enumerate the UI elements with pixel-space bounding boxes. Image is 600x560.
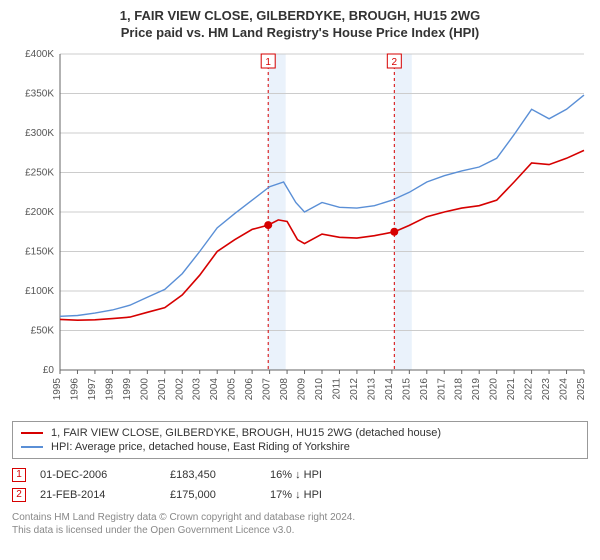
y-tick-label: £350K (25, 88, 54, 99)
legend-label: HPI: Average price, detached house, East… (51, 441, 350, 453)
x-tick-label: 2014 (384, 377, 395, 400)
x-tick-label: 2015 (401, 377, 412, 400)
footnote-line1: Contains HM Land Registry data © Crown c… (12, 512, 355, 523)
sale-row: 1 01-DEC-2006£183,45016% ↓ HPI (12, 465, 588, 485)
footnote: Contains HM Land Registry data © Crown c… (12, 511, 588, 537)
x-tick-label: 2009 (297, 377, 308, 400)
x-tick-label: 2011 (331, 377, 342, 399)
x-tick-label: 1998 (104, 377, 115, 400)
legend-label: 1, FAIR VIEW CLOSE, GILBERDYKE, BROUGH, … (51, 427, 441, 439)
y-tick-label: £100K (25, 286, 54, 297)
sale-row: 2 21-FEB-2014£175,00017% ↓ HPI (12, 485, 588, 505)
x-tick-label: 1999 (122, 377, 133, 400)
x-tick-label: 2007 (262, 377, 273, 400)
y-tick-label: £150K (25, 246, 54, 257)
x-tick-label: 2021 (506, 377, 517, 400)
y-tick-label: £400K (25, 49, 54, 60)
sales-block: 1 01-DEC-2006£183,45016% ↓ HPI 2 21-FEB-201… (12, 465, 588, 505)
page-subtitle: Price paid vs. HM Land Registry's House … (12, 25, 588, 42)
x-tick-label: 1997 (87, 377, 98, 400)
x-tick-label: 2023 (541, 377, 552, 400)
sale-marker: 1 (12, 468, 26, 482)
x-tick-label: 2024 (559, 377, 570, 400)
legend-row: 1, FAIR VIEW CLOSE, GILBERDYKE, BROUGH, … (21, 426, 579, 440)
x-tick-label: 2006 (244, 377, 255, 400)
page-title: 1, FAIR VIEW CLOSE, GILBERDYKE, BROUGH, … (12, 8, 588, 25)
y-tick-label: £0 (43, 365, 55, 376)
y-tick-label: £250K (25, 167, 54, 178)
legend-swatch (21, 446, 43, 448)
chart-svg: £0 £50K £100K £150K £200K £250K £300K £350K £400… (12, 48, 588, 408)
x-tick-label: 2018 (454, 377, 465, 400)
legend-row: HPI: Average price, detached house, East… (21, 440, 579, 454)
x-tick-label: 2003 (192, 377, 203, 400)
y-tick-label: £300K (25, 128, 54, 139)
sale-marker: 2 (12, 488, 26, 502)
sale-price: £175,000 (170, 489, 270, 501)
x-tick-label: 2019 (471, 377, 482, 400)
x-tick-label: 2005 (227, 377, 238, 400)
price-chart: £0 £50K £100K £150K £200K £250K £300K £350K £400… (12, 48, 588, 413)
x-tick-label: 2022 (524, 377, 535, 400)
sale-point (264, 221, 272, 229)
x-tick-label: 2008 (279, 377, 290, 400)
x-tick-label: 2025 (576, 377, 587, 400)
y-tick-label: £200K (25, 207, 54, 218)
sale-top-marker-label: 1 (265, 57, 271, 68)
sale-date: 21-FEB-2014 (40, 489, 170, 501)
sale-delta: 17% ↓ HPI (270, 489, 380, 501)
x-tick-label: 2020 (489, 377, 500, 400)
x-tick-label: 2002 (174, 377, 185, 400)
x-tick-label: 2017 (436, 377, 447, 400)
x-tick-label: 1995 (52, 377, 63, 400)
footnote-line2: This data is licensed under the Open Gov… (12, 525, 294, 536)
sale-price: £183,450 (170, 469, 270, 481)
x-tick-label: 1996 (69, 377, 80, 400)
x-tick-label: 2000 (139, 377, 150, 400)
sale-date: 01-DEC-2006 (40, 469, 170, 481)
x-tick-label: 2012 (349, 377, 360, 400)
x-tick-label: 2016 (419, 377, 430, 400)
sale-delta: 16% ↓ HPI (270, 469, 380, 481)
y-tick-label: £50K (31, 325, 55, 336)
sale-point (390, 228, 398, 236)
x-tick-label: 2013 (366, 377, 377, 400)
x-tick-label: 2010 (314, 377, 325, 400)
sale-top-marker-label: 2 (392, 57, 398, 68)
legend-box: 1, FAIR VIEW CLOSE, GILBERDYKE, BROUGH, … (12, 421, 588, 459)
legend-swatch (21, 432, 43, 434)
x-tick-label: 2004 (209, 377, 220, 400)
x-tick-label: 2001 (157, 377, 168, 400)
